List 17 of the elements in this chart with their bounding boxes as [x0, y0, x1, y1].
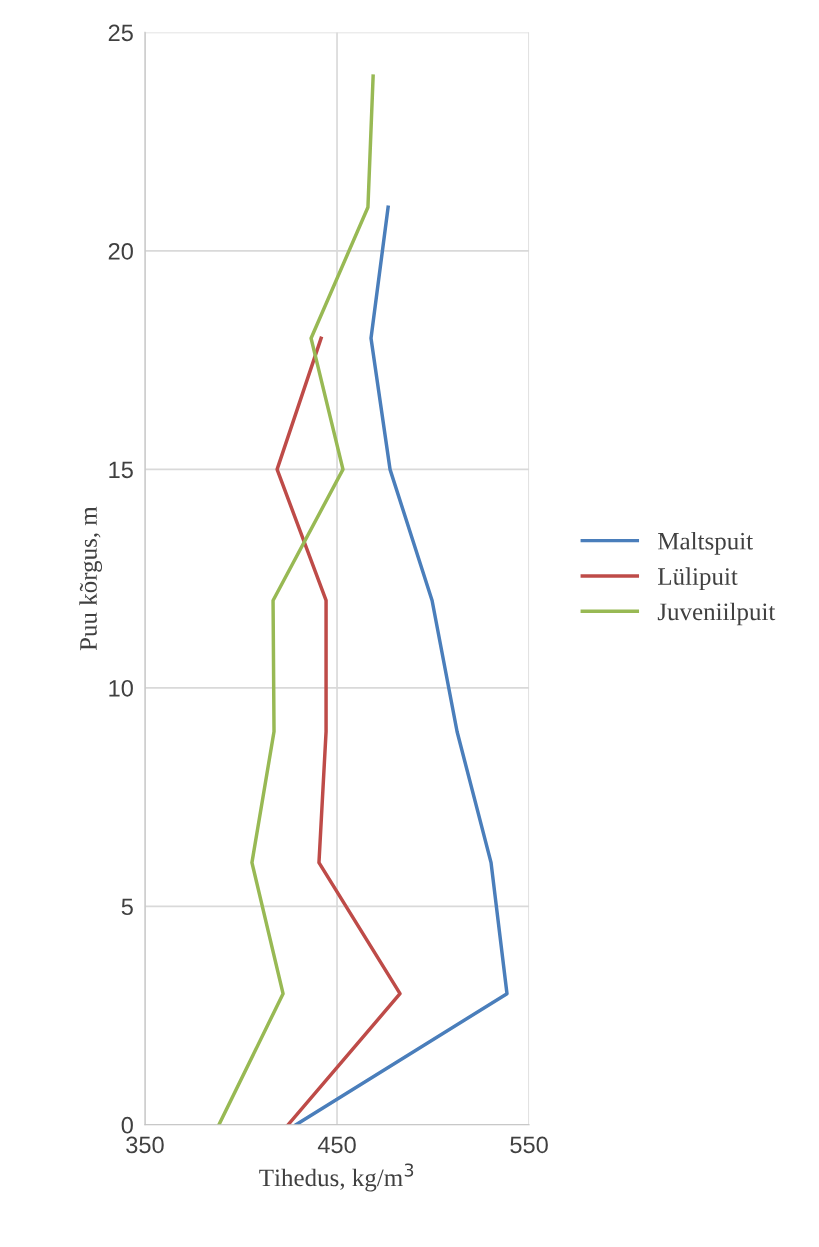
y-tick-label: 10 — [109, 679, 133, 697]
x-axis-title: Tihedus, kg/m$^{3}$ — [259, 1163, 414, 1192]
x-tick-label: 550 — [510, 1136, 548, 1154]
x-tick-label: 450 — [317, 1136, 356, 1154]
y-tick-label: 20 — [108, 242, 133, 260]
line-series — [275, 336, 402, 1125]
y-tick-label: 15 — [109, 461, 133, 479]
y-tick-label: 0 — [121, 1116, 133, 1134]
y-tick-label: 5 — [121, 898, 133, 916]
x-tick-label: 350 — [126, 1136, 164, 1154]
line-series — [217, 74, 375, 1125]
y-axis-title: Puu kõrgus, m — [79, 506, 103, 651]
line-series — [294, 205, 509, 1125]
y-tick-label: 25 — [108, 24, 133, 42]
legend-label: Lülipuit — [658, 567, 738, 591]
legend-label: Maltspuit — [658, 532, 753, 555]
legend-label: Juveniilpuit — [657, 602, 776, 626]
